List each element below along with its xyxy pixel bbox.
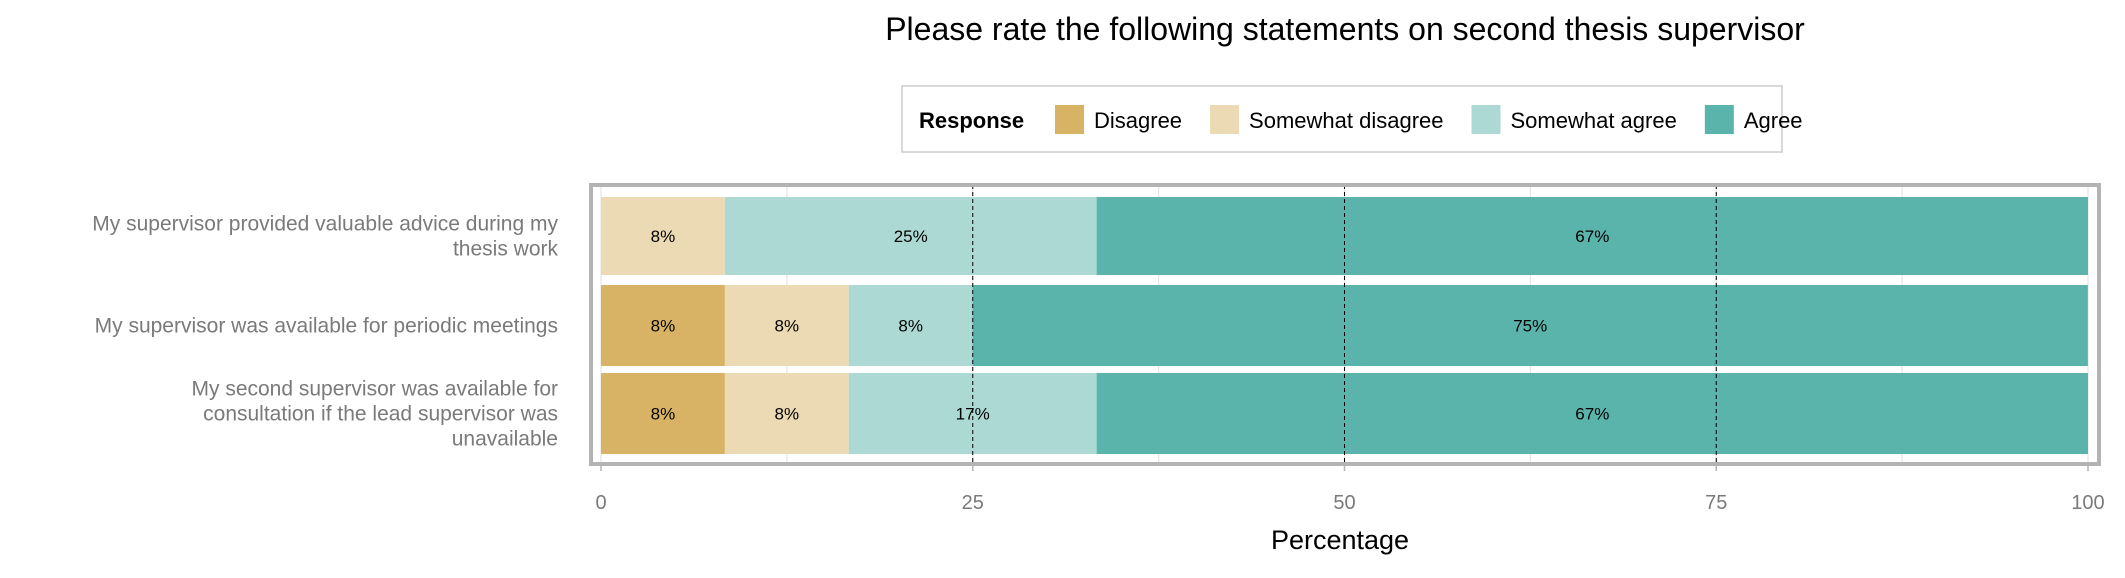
legend-item-somewhat-agree: Somewhat agree: [1471, 105, 1677, 134]
data-label: 8%: [651, 317, 676, 336]
data-label: 67%: [1575, 405, 1609, 424]
legend-item-agree: Agree: [1704, 105, 1803, 134]
x-tick-label: 50: [1333, 492, 1355, 514]
legend-items: Disagree Somewhat disagree Somewhat agree A…: [1055, 105, 1803, 134]
legend-key: [1210, 105, 1240, 134]
y-axis-label-line: unavailable: [452, 428, 558, 451]
y-axis-label-line: My supervisor provided valuable advice d…: [92, 213, 558, 236]
x-tick-label: 75: [1705, 492, 1727, 514]
legend-label: Somewhat disagree: [1249, 108, 1443, 133]
chart-title: Please rate the following statements on …: [885, 11, 1805, 47]
bar-row-3: 8% 8% 17% 67%: [601, 373, 2088, 454]
y-axis-label: My supervisor was available for periodic…: [95, 315, 558, 338]
legend-label: Disagree: [1094, 108, 1182, 133]
legend-key: [1704, 105, 1734, 134]
bar-segment-somewhat-agree: [848, 285, 973, 366]
x-tick-label: 0: [595, 492, 606, 514]
data-label: 8%: [775, 405, 800, 424]
bar-segment-somewhat-disagree: [724, 285, 849, 366]
bar-segment-somewhat-disagree: [724, 373, 849, 454]
bar-segment-agree: [1096, 373, 2088, 454]
legend-item-somewhat-disagree: Somewhat disagree: [1210, 105, 1444, 134]
data-label: 25%: [894, 227, 928, 246]
bar-segment-agree: [1096, 197, 2088, 275]
y-axis-label-line: My supervisor was available for periodic…: [95, 315, 558, 338]
legend-item-disagree: Disagree: [1055, 105, 1182, 134]
y-axis-label-line: consultation if the lead supervisor was: [203, 403, 558, 426]
bar-row-1: 8% 25% 67%: [601, 197, 2088, 275]
x-tick-label: 100: [2071, 492, 2104, 514]
data-label: 8%: [651, 227, 676, 246]
legend-key: [1055, 105, 1084, 134]
data-label: 8%: [651, 405, 676, 424]
reference-lines: [972, 185, 1717, 464]
x-axis-title: Percentage: [1271, 525, 1409, 555]
x-axis-labels: 0 25 50 75 100: [595, 464, 2105, 514]
legend-box: [901, 85, 1783, 153]
data-label: 8%: [775, 317, 800, 336]
legend-label: Somewhat agree: [1511, 108, 1677, 133]
data-label: 75%: [1513, 317, 1547, 336]
y-axis-label-line: thesis work: [453, 238, 559, 261]
bar-segment-disagree: [601, 373, 725, 454]
x-tick-label: 25: [962, 492, 984, 514]
legend-label: Agree: [1744, 108, 1803, 133]
y-axis-label: My second supervisor was available for co…: [192, 378, 559, 451]
data-label: 17%: [956, 405, 990, 424]
y-axis-labels: My supervisor provided valuable advice d…: [92, 213, 558, 451]
legend-title: Response: [919, 108, 1024, 133]
y-axis-label-line: My second supervisor was available for: [192, 378, 559, 401]
bar-row-2: 8% 8% 8% 75%: [601, 285, 2088, 366]
y-axis-label: My supervisor provided valuable advice d…: [92, 213, 558, 261]
data-label: 67%: [1575, 227, 1609, 246]
bars: 8% 25% 67% 8% 8% 8% 75% 8% 8% 17% 67%: [601, 197, 2088, 454]
bar-segment-disagree: [601, 285, 725, 366]
legend-key: [1471, 105, 1501, 134]
data-label: 8%: [898, 317, 923, 336]
legend: Response Disagree Somewhat disagree Somewh…: [901, 85, 1803, 153]
bar-segment-somewhat-disagree: [601, 197, 725, 275]
bar-segment-agree: [972, 285, 2088, 366]
bar-segment-somewhat-agree: [724, 197, 1097, 275]
